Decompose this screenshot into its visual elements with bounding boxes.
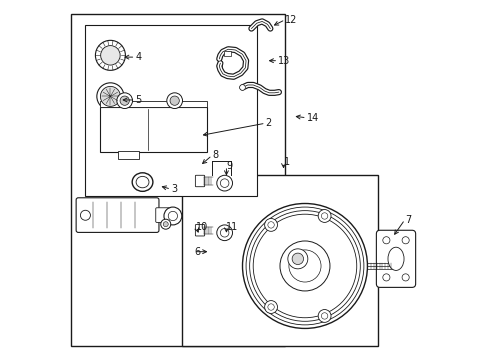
FancyBboxPatch shape [155,208,170,222]
Circle shape [318,210,331,222]
Ellipse shape [136,176,149,188]
Text: 2: 2 [265,118,272,128]
Circle shape [220,179,228,187]
Circle shape [97,83,124,110]
Circle shape [279,241,329,291]
Text: 12: 12 [285,15,297,25]
Circle shape [216,225,232,241]
Circle shape [216,175,232,191]
Circle shape [318,310,331,322]
Circle shape [321,313,327,319]
Circle shape [401,237,408,244]
Circle shape [288,250,320,282]
Circle shape [249,211,360,321]
Text: 11: 11 [226,222,238,232]
Circle shape [253,214,356,318]
Circle shape [163,222,168,227]
Circle shape [239,85,245,90]
Ellipse shape [132,173,152,191]
Circle shape [291,253,303,265]
Circle shape [120,96,129,105]
Circle shape [267,304,274,310]
FancyBboxPatch shape [195,225,204,236]
Text: 9: 9 [226,161,232,171]
Circle shape [170,96,179,105]
Bar [182,175,378,346]
Circle shape [95,40,125,70]
Bar [71,14,285,346]
Text: 10: 10 [196,222,208,232]
Circle shape [100,86,120,106]
Text: 14: 14 [306,113,318,123]
Bar [85,25,256,196]
Circle shape [382,274,389,281]
Text: 3: 3 [171,184,177,194]
Text: 7: 7 [404,215,410,225]
Circle shape [117,93,132,109]
Circle shape [160,219,170,229]
Text: 5: 5 [135,95,141,105]
Circle shape [80,210,90,220]
Circle shape [321,213,327,219]
Bar [100,107,206,152]
Bar [104,109,117,114]
Circle shape [242,203,367,328]
Circle shape [220,228,228,237]
FancyBboxPatch shape [376,230,415,287]
Text: 4: 4 [135,52,141,62]
Circle shape [267,222,274,228]
Text: 1: 1 [283,157,289,167]
Circle shape [101,46,120,65]
FancyBboxPatch shape [76,198,159,232]
Circle shape [264,218,277,231]
Ellipse shape [387,247,403,271]
Text: 13: 13 [278,56,290,66]
Bar [100,101,206,107]
FancyBboxPatch shape [195,175,204,187]
Text: 6: 6 [194,247,200,257]
Circle shape [245,207,363,325]
Circle shape [382,237,389,244]
Bar [117,151,139,159]
Circle shape [264,301,277,313]
Circle shape [287,249,307,269]
Circle shape [168,211,177,221]
Bar [224,51,230,56]
Text: 8: 8 [212,150,218,160]
Circle shape [401,274,408,281]
Circle shape [164,207,182,225]
Circle shape [166,93,182,109]
